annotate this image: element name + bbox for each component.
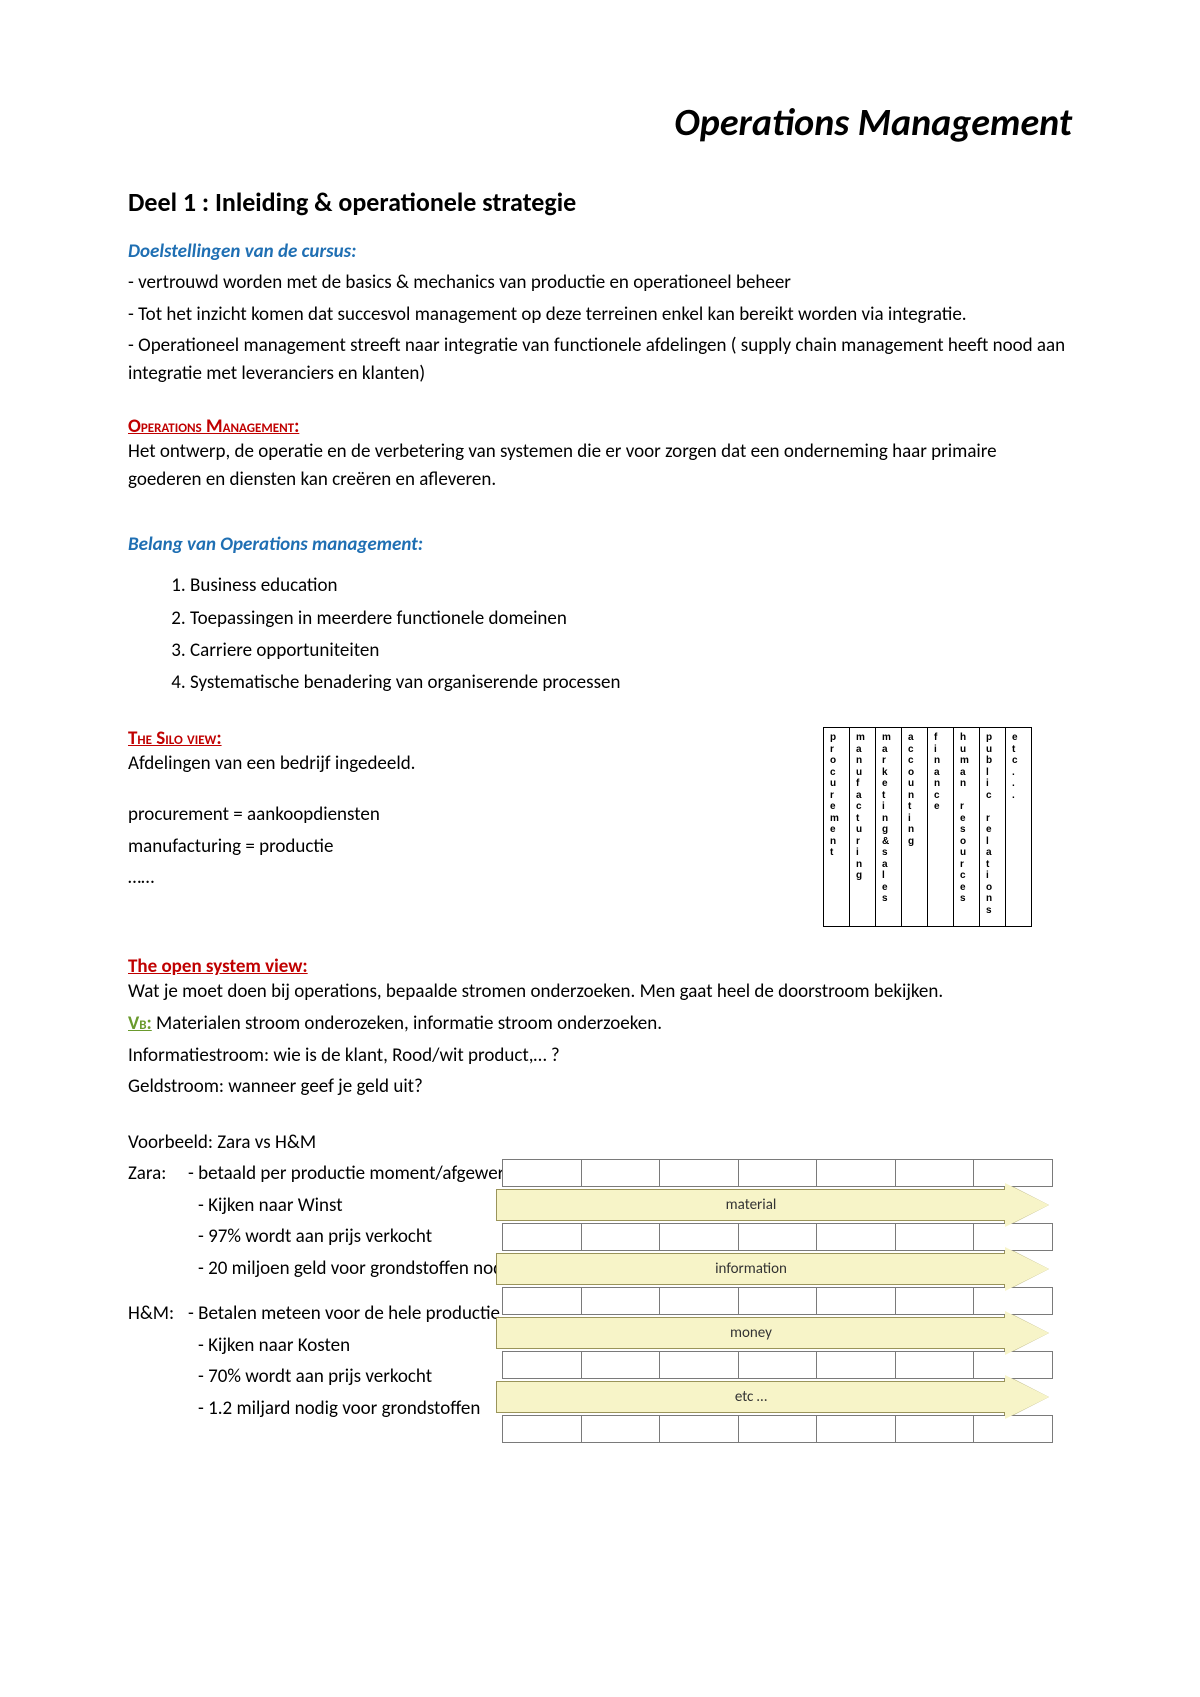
- bullet-text: - Tot het inzicht komen dat succesvol ma…: [128, 301, 1072, 329]
- flow-grid-cell: [502, 1415, 582, 1443]
- flow-grid-cell: [816, 1223, 896, 1251]
- flow-grid-cell: [738, 1159, 818, 1187]
- bullet-text: - Betalen meteen voor de hele productie: [188, 1302, 500, 1325]
- flow-grid-row: [502, 1287, 1052, 1315]
- flow-arrow: money: [502, 1315, 1052, 1351]
- flow-grid-cell: [738, 1223, 818, 1251]
- bullet-text: - vertrouwd worden met de basics & mecha…: [128, 269, 1072, 297]
- flow-arrow-label: money: [496, 1317, 1006, 1349]
- subheading-belang: Belang van Operations management:: [128, 533, 1072, 556]
- flow-grid-cell: [581, 1351, 661, 1379]
- hm-label: H&M:: [128, 1300, 188, 1328]
- flow-grid-cell: [738, 1287, 818, 1315]
- arrow-head-icon: [1005, 1247, 1049, 1291]
- flow-grid-cell: [581, 1287, 661, 1315]
- paragraph: Wat je moet doen bij operations, bepaald…: [128, 978, 1072, 1006]
- flow-diagram: material information money etc …: [502, 1159, 1052, 1443]
- flow-grid-cell: [895, 1159, 975, 1187]
- flow-grid-cell: [502, 1159, 582, 1187]
- flow-grid-cell: [816, 1287, 896, 1315]
- silo-column: accounting: [902, 728, 928, 927]
- arrow-head-icon: [1005, 1183, 1049, 1227]
- flow-grid-cell: [895, 1287, 975, 1315]
- silo-column: human resources: [954, 728, 980, 927]
- flow-grid-cell: [816, 1415, 896, 1443]
- paragraph: Vb: Materialen stroom onderozeken, infor…: [128, 1010, 1072, 1038]
- flow-grid-cell: [581, 1223, 661, 1251]
- flow-grid-cell: [659, 1223, 739, 1251]
- silo-column: public relations: [980, 728, 1006, 927]
- flow-arrow: information: [502, 1251, 1052, 1287]
- flow-grid-cell: [659, 1351, 739, 1379]
- section-heading: Deel 1 : Inleiding & operationele strate…: [128, 186, 1072, 218]
- flow-grid-cell: [581, 1415, 661, 1443]
- vb-label: Vb:: [128, 1012, 152, 1035]
- flow-grid-row: [502, 1223, 1052, 1251]
- list-item: Carriere opportuniteiten: [190, 635, 1072, 667]
- flow-grid-row: [502, 1415, 1052, 1443]
- silo-column: finance: [928, 728, 954, 927]
- flow-arrow-label: material: [496, 1189, 1006, 1221]
- paragraph: Het ontwerp, de operatie en de verbeteri…: [128, 438, 1072, 493]
- arrow-head-icon: [1005, 1311, 1049, 1355]
- list-item: Systematische benadering van organiseren…: [190, 667, 1072, 699]
- zara-label: Zara:: [128, 1160, 188, 1188]
- flow-grid-cell: [659, 1159, 739, 1187]
- flow-grid-cell: [659, 1415, 739, 1443]
- document-title: Operations Management: [128, 100, 1072, 146]
- flow-grid-cell: [895, 1223, 975, 1251]
- flow-grid-cell: [895, 1415, 975, 1443]
- flow-arrow-label: etc …: [496, 1381, 1006, 1413]
- flow-arrow-label: information: [496, 1253, 1006, 1285]
- paragraph: Voorbeeld: Zara vs H&M: [128, 1129, 1072, 1157]
- numbered-list: Business educationToepassingen in meerde…: [190, 570, 1072, 699]
- bullet-text: - Operationeel management streeft naar i…: [128, 332, 1072, 387]
- silo-column: manufacturing: [850, 728, 876, 927]
- vb-text: Materialen stroom onderozeken, informati…: [152, 1012, 662, 1035]
- flow-grid-cell: [895, 1351, 975, 1379]
- paragraph: Informatiestroom: wie is de klant, Rood/…: [128, 1042, 1072, 1070]
- flow-grid-cell: [581, 1159, 661, 1187]
- flow-arrow: material: [502, 1187, 1052, 1223]
- flow-grid-cell: [738, 1351, 818, 1379]
- flow-grid-row: [502, 1159, 1052, 1187]
- silo-column: marketing&sales: [876, 728, 902, 927]
- flow-grid-cell: [973, 1415, 1053, 1443]
- flow-grid-cell: [502, 1351, 582, 1379]
- flow-grid-row: [502, 1351, 1052, 1379]
- subheading-doelstellingen: Doelstellingen van de cursus:: [128, 240, 1072, 263]
- subheading-open-system: The open system view:: [128, 955, 308, 978]
- silo-column: procurement: [824, 728, 850, 927]
- arrow-head-icon: [1005, 1375, 1049, 1419]
- subheading-operations-management: Operations Management:: [128, 415, 299, 438]
- flow-grid-cell: [502, 1287, 582, 1315]
- flow-grid-cell: [816, 1159, 896, 1187]
- list-item: Business education: [190, 570, 1072, 602]
- flow-arrow: etc …: [502, 1379, 1052, 1415]
- silo-column: etc...: [1006, 728, 1032, 927]
- silo-table: procurementmanufacturingmarketing&salesa…: [823, 727, 1032, 927]
- list-item: Toepassingen in meerdere functionele dom…: [190, 603, 1072, 635]
- flow-grid-cell: [659, 1287, 739, 1315]
- flow-grid-cell: [738, 1415, 818, 1443]
- paragraph: Geldstroom: wanneer geef je geld uit?: [128, 1073, 1072, 1101]
- subheading-silo-view: The Silo view:: [128, 727, 222, 750]
- flow-grid-cell: [816, 1351, 896, 1379]
- flow-grid-cell: [502, 1223, 582, 1251]
